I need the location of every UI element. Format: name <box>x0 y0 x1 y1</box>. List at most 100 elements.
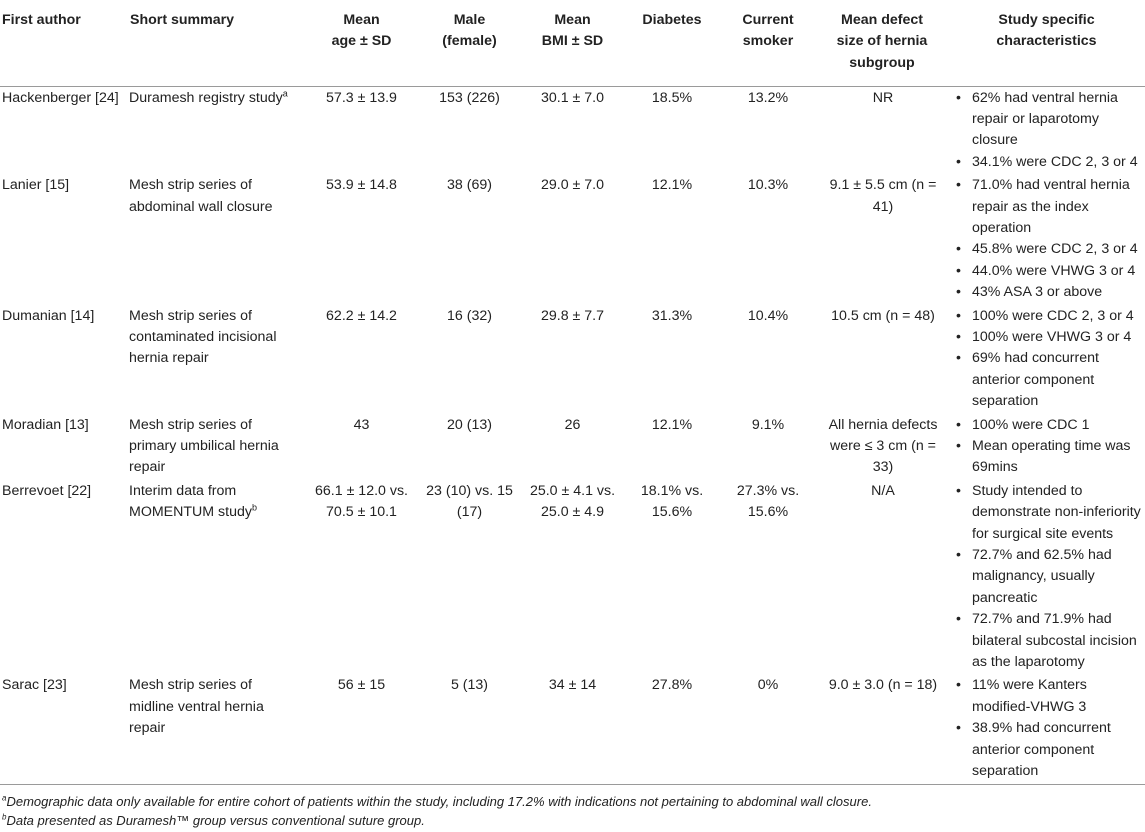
list-item: • Study intended to demonstrate non-infer… <box>956 481 1145 545</box>
cell-bmi: 30.1 ± 7.0 <box>540 89 604 106</box>
list-item: • 45.8% were CDC 2, 3 or 4 <box>956 239 1145 260</box>
cell-summary: Mesh strip series of midline ventral her… <box>128 674 305 784</box>
footnote-marker: a <box>282 87 288 98</box>
cell-characteristics: • Study intended to demonstrate non-infer… <box>948 480 1145 675</box>
header-short-summary: Short summary <box>128 0 305 86</box>
bullet-icon: • <box>956 611 961 628</box>
header-defect-line-2: size of hernia <box>836 33 928 50</box>
header-bmi-line-1: Mean <box>554 12 591 28</box>
cell-defect: 9.0 ± 3.0 (n = 18) <box>828 677 938 694</box>
header-short-summary-text: Short summary <box>130 12 235 28</box>
bullet-icon: • <box>956 438 961 454</box>
cell-summary: Mesh strip series of primary umbilical h… <box>128 414 305 480</box>
cell-age: 62.2 ± 14.2 <box>326 307 397 324</box>
cell-smoker: 10.3% <box>747 177 789 194</box>
bullet-icon: • <box>956 89 961 106</box>
cell-male: 38 (69) <box>447 177 492 194</box>
table-row: Dumanian [14] Mesh strip series of conta… <box>0 305 1145 414</box>
characteristic-text: 45.8% were CDC 2, 3 or 4 <box>972 241 1138 258</box>
cell-diabetes: 27.8% <box>651 677 693 694</box>
header-smoker-line-1: Current <box>742 12 794 28</box>
bullet-icon: • <box>956 153 961 170</box>
list-item: • 34.1% were CDC 2, 3 or 4 <box>956 152 1145 173</box>
table-footnotes: aDemographic data only available for ent… <box>2 793 872 830</box>
table-row: Lanier [15] Mesh strip series of abdomin… <box>0 174 1145 304</box>
characteristic-text: 62% had ventral hernia repair or laparot… <box>972 89 1118 149</box>
footnote-mark: a <box>2 793 7 803</box>
cell-bmi: 29.0 ± 7.0 <box>540 177 604 194</box>
header-row: First author Short summary Mean age ± SD … <box>0 0 1145 86</box>
header-mean-age: Mean age ± SD <box>305 0 418 86</box>
cell-diabetes: 12.1% <box>651 416 693 433</box>
header-mean-age-line-1: Mean <box>343 12 380 28</box>
cell-characteristics: • 100% were CDC 2, 3 or 4 • 100% were VHWG… <box>948 305 1145 414</box>
bullet-icon: • <box>956 284 961 301</box>
list-item: • 44.0% were VHWG 3 or 4 <box>956 261 1145 282</box>
table-row: Moradian [13] Mesh strip series of prima… <box>0 414 1145 480</box>
cell-author: Moradian [13] <box>2 416 89 433</box>
header-defect-size: Mean defect size of hernia subgroup <box>816 0 948 86</box>
cell-age: 66.1 ± 12.0 vs. 70.5 ± 10.1 <box>315 482 408 521</box>
characteristic-text: 100% were VHWG 3 or 4 <box>972 328 1132 345</box>
list-item: • 62% had ventral hernia repair or laparo… <box>956 88 1145 152</box>
bullet-icon: • <box>956 241 961 258</box>
header-defect-line-3: subgroup <box>849 54 915 71</box>
cell-bmi: 26 <box>564 416 581 433</box>
header-defect-line-1: Mean defect <box>841 12 923 28</box>
study-characteristics-table: First author Short summary Mean age ± SD … <box>0 0 1145 784</box>
header-first-author-text: First author <box>2 12 81 28</box>
header-male-female: Male (female) <box>418 0 521 86</box>
cell-male: 16 (32) <box>447 307 492 324</box>
bullet-icon: • <box>956 262 961 279</box>
cell-age: 57.3 ± 13.9 <box>326 89 397 106</box>
footnote-a: aDemographic data only available for ent… <box>2 793 872 812</box>
header-diabetes: Diabetes <box>624 0 720 86</box>
cell-author: Dumanian [14] <box>2 307 95 324</box>
bullet-icon: • <box>956 677 961 694</box>
cell-defect: 9.1 ± 5.5 cm (n = 41) <box>829 177 937 215</box>
header-male-line-2: (female) <box>442 33 497 50</box>
summary-text: Mesh strip series of contaminated incisi… <box>129 307 277 367</box>
cell-male: 5 (13) <box>450 677 489 694</box>
cell-smoker: 27.3% vs. 15.6% <box>736 482 800 521</box>
characteristics-list: • 11% were Kanters modified-VHWG 3 • 38.9%… <box>948 675 1145 782</box>
header-male-line-1: Male <box>453 12 486 28</box>
bullet-icon: • <box>956 307 961 324</box>
characteristic-text: 34.1% were CDC 2, 3 or 4 <box>972 153 1138 170</box>
cell-male: 20 (13) <box>447 416 492 433</box>
characteristics-list: • Study intended to demonstrate non-infer… <box>948 481 1145 674</box>
cell-bmi: 25.0 ± 4.1 vs. 25.0 ± 4.9 <box>529 482 616 521</box>
cell-diabetes: 18.5% <box>651 89 693 106</box>
cell-author: Sarac [23] <box>2 677 67 694</box>
characteristics-list: • 100% were CDC 1 • Mean operating time wa… <box>948 415 1145 479</box>
characteristic-text: 11% were Kanters modified-VHWG 3 <box>972 677 1087 715</box>
cell-male: 153 (226) <box>439 89 500 106</box>
bullet-icon: • <box>956 350 961 367</box>
cell-diabetes: 18.1% vs. 15.6% <box>640 482 704 521</box>
cell-bmi: 29.8 ± 7.7 <box>540 307 604 324</box>
table-header: First author Short summary Mean age ± SD … <box>0 0 1145 86</box>
bullet-icon: • <box>956 416 961 433</box>
cell-summary: Mesh strip series of contaminated incisi… <box>128 305 305 414</box>
list-item: • 100% were CDC 1 <box>956 415 1145 436</box>
characteristics-list: • 62% had ventral hernia repair or laparo… <box>948 88 1145 174</box>
table-body: Hackenberger [24] Duramesh registry stud… <box>0 86 1145 784</box>
cell-defect: NR <box>872 89 894 106</box>
list-item: • 100% were CDC 2, 3 or 4 <box>956 306 1145 327</box>
header-char-line-1: Study specific <box>998 12 1095 28</box>
cell-author: Hackenberger [24] <box>2 89 119 106</box>
characteristic-text: 38.9% had concurrent anterior component … <box>972 720 1111 780</box>
header-mean-bmi: Mean BMI ± SD <box>521 0 624 86</box>
list-item: • 71.0% had ventral hernia repair as the … <box>956 175 1145 239</box>
cell-smoker: 9.1% <box>751 416 785 433</box>
cell-author: Berrevoet [22] <box>2 482 92 499</box>
characteristics-list: • 100% were CDC 2, 3 or 4 • 100% were VHWG… <box>948 306 1145 413</box>
cell-male: 23 (10) vs. 15 (17) <box>426 482 513 521</box>
footnote-marker: b <box>251 502 257 513</box>
characteristic-text: 44.0% were VHWG 3 or 4 <box>972 262 1136 279</box>
cell-defect: N/A <box>871 482 895 499</box>
characteristic-text: Study intended to demonstrate non-inferi… <box>972 482 1141 542</box>
list-item: • 69% had concurrent anterior component s… <box>956 348 1145 412</box>
characteristic-text: 71.0% had ventral hernia repair as the i… <box>972 177 1130 236</box>
characteristic-text: 69% had concurrent anterior component se… <box>972 350 1099 410</box>
